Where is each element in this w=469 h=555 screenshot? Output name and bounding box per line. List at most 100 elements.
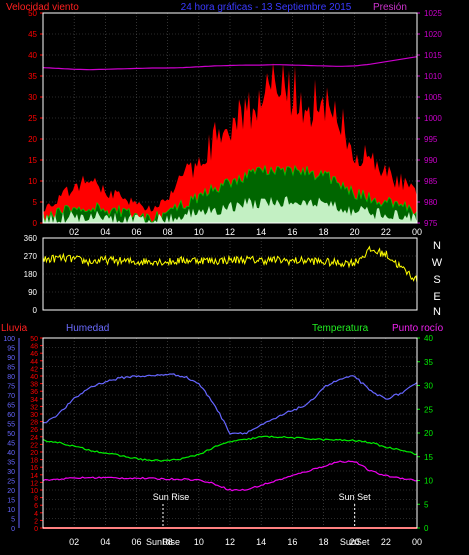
pressure-y-tick-label: 1025 xyxy=(424,9,442,18)
pressure-y-tick-label: 1005 xyxy=(424,93,442,102)
humidity-y-tick-label: 25 xyxy=(7,479,15,486)
humidity-y-tick-label: 20 xyxy=(7,488,15,495)
temperature-y-tick-label: 30 xyxy=(424,382,433,391)
wind-y-tick-label: 15 xyxy=(28,156,37,165)
wind-x-tick-label: 02 xyxy=(69,227,79,237)
wind-y-tick-label: 30 xyxy=(28,93,37,102)
pressure-y-tick-label: 1010 xyxy=(424,72,442,81)
temp-hum-x-tick-label: 04 xyxy=(100,537,110,547)
wind-x-tick-label: 12 xyxy=(225,227,235,237)
humidity-y-tick-label: 45 xyxy=(7,441,15,448)
center-title: 24 hora gráficas - 13 Septiembre 2015 xyxy=(181,2,352,13)
direction-letter-e: E xyxy=(433,291,440,303)
rain-y-tick-label: 14 xyxy=(30,473,38,480)
humidity-y-tick-label: 80 xyxy=(7,374,15,381)
wind-y-tick-label: 40 xyxy=(28,51,37,60)
humidity-y-tick-label: 10 xyxy=(7,507,15,514)
rain-y-tick-label: 8 xyxy=(34,496,38,503)
rain-y-tick-label: 50 xyxy=(30,336,38,343)
wind-x-tick-label: 10 xyxy=(194,227,204,237)
wind-x-tick-label: 08 xyxy=(163,227,173,237)
humidity-y-tick-label: 15 xyxy=(7,498,15,505)
rain-y-tick-label: 16 xyxy=(30,465,38,472)
rain-y-tick-label: 12 xyxy=(30,480,38,487)
wind-y-tick-label: 25 xyxy=(28,114,37,123)
wind-panel-frame xyxy=(42,12,418,224)
wind-x-tick-label: 18 xyxy=(318,227,328,237)
direction-y-tick-label: 0 xyxy=(33,306,38,315)
rain-y-tick-label: 24 xyxy=(30,435,38,442)
rain-y-tick-label: 22 xyxy=(30,442,38,449)
temperature-y-tick-label: 0 xyxy=(424,524,429,533)
temp-hum-x-tick-label: 10 xyxy=(194,537,204,547)
humidity-y-tick-label: 75 xyxy=(7,384,15,391)
rain-y-tick-label: 46 xyxy=(30,351,38,358)
direction-panel-frame xyxy=(42,237,418,311)
pressure-title: Presión xyxy=(373,2,407,13)
temp-hum-x-tick-label: 02 xyxy=(69,537,79,547)
rain-y-tick-label: 34 xyxy=(30,397,38,404)
humidity-y-tick-label: 55 xyxy=(7,422,15,429)
temp-hum-x-tick-label: 08 xyxy=(163,537,173,547)
direction-letter-n2: N xyxy=(433,306,441,318)
pressure-y-tick-label: 1020 xyxy=(424,30,442,39)
temperature-y-tick-label: 15 xyxy=(424,453,433,462)
wind-x-tick-label: 22 xyxy=(381,227,391,237)
pressure-y-tick-label: 990 xyxy=(424,156,438,165)
rain-y-tick-label: 32 xyxy=(30,404,38,411)
wind-y-tick-label: 0 xyxy=(33,219,38,228)
direction-letter-n: N xyxy=(433,240,441,252)
sunset-axis-label: SunSet xyxy=(340,537,370,547)
wind-y-tick-label: 45 xyxy=(28,30,37,39)
sun-set-label: Sun Set xyxy=(339,492,372,502)
temp-hum-x-tick-label: 20 xyxy=(350,537,360,547)
direction-letter-w: W xyxy=(432,257,443,269)
temperature-y-tick-label: 20 xyxy=(424,429,433,438)
temperature-y-tick-label: 40 xyxy=(424,334,433,343)
temperature-title: Temperatura xyxy=(312,323,369,334)
humidity-y-tick-label: 35 xyxy=(7,460,15,467)
wind-x-tick-label: 06 xyxy=(131,227,141,237)
sunrise-axis-label: SunRise xyxy=(146,537,180,547)
humidity-y-tick-label: 65 xyxy=(7,403,15,410)
humidity-line xyxy=(42,373,418,435)
temperature-y-tick-label: 35 xyxy=(424,358,433,367)
humidity-y-tick-label: 30 xyxy=(7,469,15,476)
direction-y-tick-label: 360 xyxy=(24,234,38,243)
humidity-y-tick-label: 0 xyxy=(11,526,15,533)
direction-y-tick-label: 270 xyxy=(24,252,38,261)
temp-hum-x-tick-label: 06 xyxy=(131,537,141,547)
dewpoint-line xyxy=(42,460,417,492)
temp-hum-axes: 0510152025303540455055606570758085909510… xyxy=(3,334,433,547)
rain-y-tick-label: 4 xyxy=(34,511,38,518)
direction-letters: N W S E N xyxy=(432,240,443,318)
temp-hum-x-tick-label: 14 xyxy=(256,537,266,547)
rain-y-tick-label: 38 xyxy=(30,382,38,389)
humidity-y-tick-label: 60 xyxy=(7,412,15,419)
wind-x-tick-label: 04 xyxy=(100,227,110,237)
pressure-y-tick-label: 1000 xyxy=(424,114,442,123)
wind-y-tick-label: 5 xyxy=(33,198,38,207)
rain-y-tick-label: 48 xyxy=(30,344,38,351)
rain-y-tick-label: 26 xyxy=(30,427,38,434)
pressure-y-tick-label: 985 xyxy=(424,177,438,186)
pressure-y-tick-label: 995 xyxy=(424,135,438,144)
direction-data xyxy=(42,245,418,283)
temp-hum-panel-frame xyxy=(42,337,418,529)
pressure-line xyxy=(42,56,418,71)
rain-y-tick-label: 2 xyxy=(34,518,38,525)
wind-y-tick-label: 50 xyxy=(28,9,37,18)
direction-y-tick-label: 180 xyxy=(24,270,38,279)
wind-data xyxy=(42,56,418,224)
rain-y-tick-label: 44 xyxy=(30,359,38,366)
temperature-y-tick-label: 10 xyxy=(424,477,433,486)
rain-y-tick-label: 40 xyxy=(30,374,38,381)
temp-hum-x-tick-label: 18 xyxy=(318,537,328,547)
humidity-y-tick-label: 90 xyxy=(7,355,15,362)
humidity-y-tick-label: 40 xyxy=(7,450,15,457)
wind-minimum-area xyxy=(43,196,417,223)
pressure-y-tick-label: 975 xyxy=(424,219,438,228)
rain-y-tick-label: 36 xyxy=(30,389,38,396)
humidity-title: Humedad xyxy=(66,323,109,334)
